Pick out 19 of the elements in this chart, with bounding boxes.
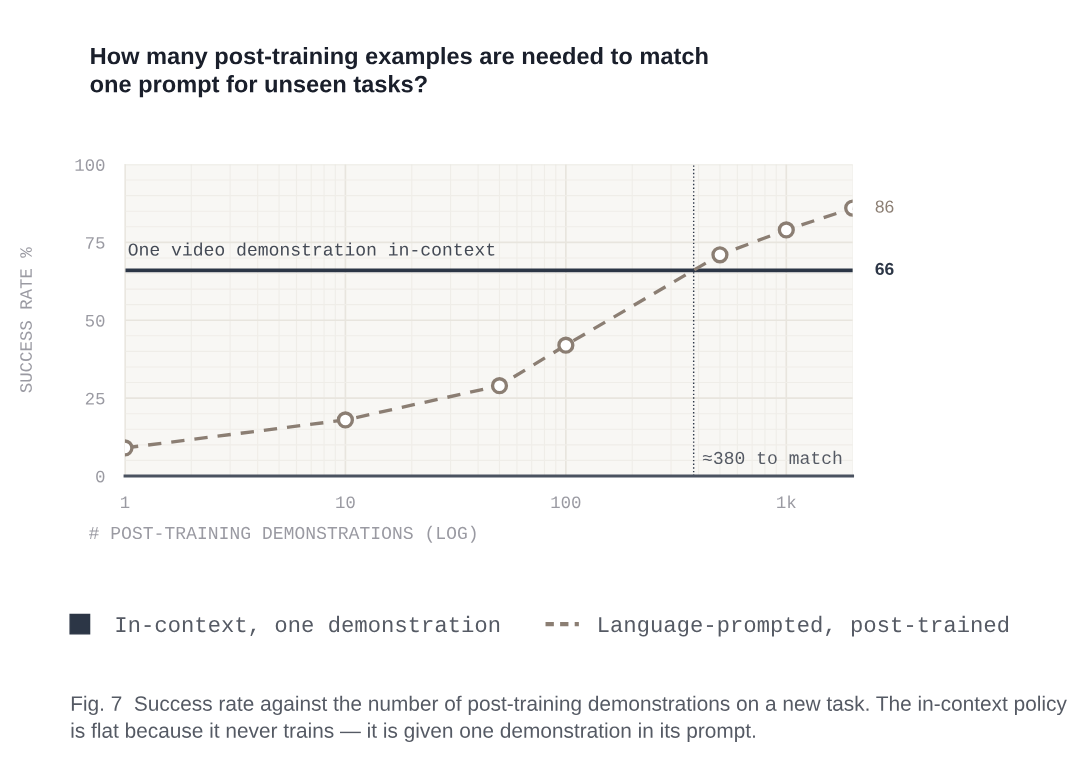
y-tick-label: 100 — [75, 159, 105, 171]
data-label: 86 — [875, 200, 894, 213]
x-tick-label: 100 — [551, 496, 581, 509]
chart-title: How many post-training examples are needed to match one prompt for unseen tasks? — [90, 47, 708, 98]
data-label: 66 — [875, 262, 894, 276]
legend-label: In-context, one demonstration — [116, 615, 500, 636]
ref-line-label: ≈380 to match — [702, 450, 842, 465]
x-axis-title: # POST-TRAINING DEMONSTRATIONS (LOG) — [89, 525, 476, 543]
legend-label: Language-prompted, post-trained — [599, 615, 1009, 637]
y-tick-label: 50 — [85, 314, 105, 327]
caption: Fig. 7 Success rate against the number of post-training demonstrations on a new task. The in-context policy is flat because it never trains — it is given one demonstration in its prompt. — [71, 695, 1067, 743]
annotation: One video demonstration in-context — [128, 242, 495, 256]
y-axis-title: SUCCESS RATE % — [20, 247, 32, 393]
y-tick-label: 75 — [86, 237, 105, 249]
y-tick-label: 25 — [85, 392, 105, 405]
x-tick-label: 1 — [121, 496, 130, 509]
x-tick-label: 1k — [777, 495, 796, 509]
y-tick-label: 0 — [96, 470, 105, 483]
x-tick-label: 10 — [336, 496, 355, 509]
